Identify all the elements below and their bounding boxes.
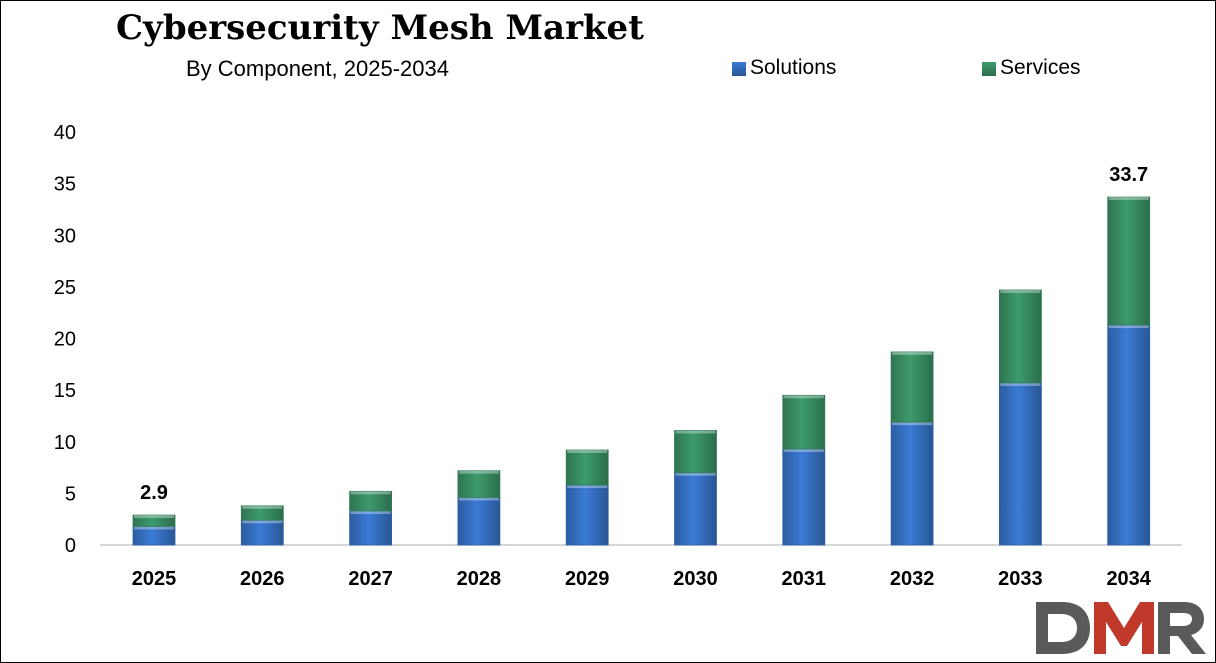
- bar-solutions-2031: [782, 448, 826, 546]
- x-tick-label: 2030: [673, 568, 718, 590]
- x-tick-label: 2025: [132, 568, 177, 590]
- bar-solutions-2033: [999, 382, 1042, 546]
- bar-solutions-2027: [349, 510, 393, 546]
- bar-services-2030: [674, 429, 717, 474]
- x-tick-label: 2027: [348, 568, 393, 590]
- bar-highlight-services-2030: [675, 430, 716, 434]
- y-tick-label: 40: [54, 122, 76, 144]
- y-tick-label: 5: [65, 483, 76, 505]
- y-tick-label: 35: [54, 174, 76, 196]
- bar-services-2032: [890, 351, 934, 423]
- bar-highlight-solutions-2027: [350, 510, 391, 514]
- legend-swatch-services: [982, 62, 996, 76]
- x-tick-label: 2026: [240, 568, 285, 590]
- bar-highlight-services-2032: [892, 351, 933, 355]
- y-tick-label: 15: [54, 380, 76, 402]
- bar-highlight-services-2029: [567, 450, 608, 454]
- bar-highlight-services-2033: [1000, 289, 1041, 293]
- bar-solutions-2032: [890, 421, 934, 546]
- x-tick-label: 2033: [998, 568, 1043, 590]
- bar-services-2027: [349, 490, 393, 512]
- bar-highlight-solutions-2033: [1000, 382, 1041, 386]
- x-tick-label: 2029: [565, 568, 610, 590]
- x-tick-label: 2028: [457, 568, 502, 590]
- bar-highlight-services-2027: [350, 491, 391, 495]
- bar-solutions-2028: [457, 497, 501, 546]
- bar-services-2028: [457, 470, 501, 498]
- data-label-2034: 33.7: [1109, 164, 1148, 186]
- x-tick-label: 2032: [890, 568, 935, 590]
- bar-highlight-services-2026: [242, 505, 283, 509]
- bar-highlight-services-2034: [1108, 197, 1149, 201]
- bar-services-2033: [999, 289, 1042, 384]
- bar-highlight-services-2025: [134, 515, 174, 519]
- bar-services-2029: [565, 449, 609, 486]
- bar-solutions-2030: [674, 472, 717, 546]
- bar-solutions-2034: [1107, 324, 1151, 546]
- bar-services-2025: [132, 514, 176, 527]
- dmr-logo: [1036, 602, 1206, 654]
- bar-highlight-solutions-2030: [675, 472, 716, 476]
- bar-highlight-services-2031: [783, 395, 824, 399]
- y-tick-label: 20: [54, 329, 76, 351]
- bar-highlight-services-2028: [458, 470, 499, 474]
- legend-label-solutions: Solutions: [750, 56, 837, 79]
- bar-highlight-solutions-2026: [242, 520, 283, 524]
- bar-solutions-2026: [240, 519, 284, 546]
- y-tick-label: 25: [54, 277, 76, 299]
- chart-title: Cybersecurity Mesh Market: [116, 8, 644, 48]
- bar-highlight-solutions-2029: [567, 485, 608, 489]
- y-tick-label: 0: [65, 535, 76, 557]
- data-label-2025: 2.9: [140, 482, 168, 504]
- bar-highlight-solutions-2028: [458, 497, 499, 501]
- legend-swatch-solutions: [732, 62, 746, 76]
- bar-highlight-solutions-2031: [783, 448, 824, 452]
- bar-services-2031: [782, 394, 826, 450]
- bar-highlight-solutions-2025: [134, 526, 174, 530]
- bar-highlight-solutions-2032: [892, 422, 933, 426]
- x-tick-label: 2034: [1106, 568, 1151, 590]
- bar-services-2026: [240, 505, 284, 521]
- chart-subtitle: By Component, 2025-2034: [186, 56, 449, 81]
- x-tick-label: 2031: [782, 568, 827, 590]
- bar-solutions-2029: [565, 484, 609, 546]
- legend-label-services: Services: [1000, 56, 1081, 79]
- y-tick-label: 10: [54, 432, 76, 454]
- bar-highlight-solutions-2034: [1108, 325, 1149, 329]
- bar-services-2034: [1107, 196, 1151, 326]
- y-tick-label: 30: [54, 225, 76, 247]
